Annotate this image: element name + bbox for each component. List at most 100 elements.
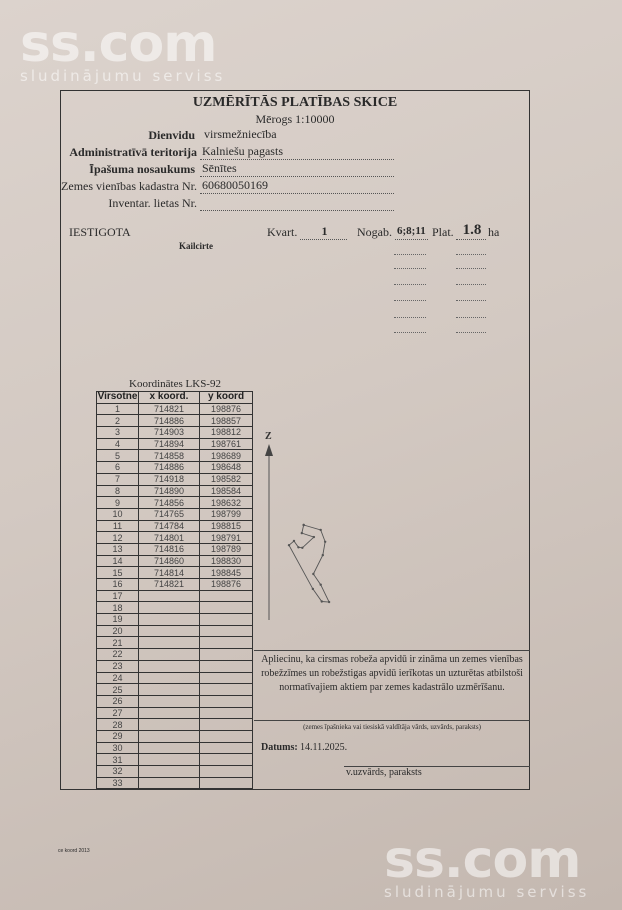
x-cell (138, 729, 200, 743)
y-cell: 198815 (199, 519, 253, 533)
vertex-cell: 1 (96, 402, 139, 416)
dotted-blank (456, 332, 486, 333)
dotted-blank (394, 254, 426, 255)
table-row: 7 714918 198582 (96, 472, 253, 486)
table-row: 12 714801 198791 (96, 531, 253, 544)
vertex-cell: 14 (96, 554, 139, 568)
field-value-property: Sēnītes (200, 162, 394, 177)
table-row: 31 (96, 753, 253, 766)
north-arrow-icon (265, 444, 273, 456)
table-row: 18 (96, 601, 253, 615)
field-value-cadastre: 60680050169 (200, 179, 394, 194)
y-cell (199, 589, 253, 603)
table-row: 1 714821 198876 (96, 402, 253, 416)
field-label-property: Īpašuma nosaukums (89, 162, 195, 176)
vertex-cell: 33 (96, 776, 139, 790)
watermark-brand: ss.com (20, 14, 217, 74)
coordinates-table: Virsotne x koord. y koord 1 714821 198876 2… (96, 391, 253, 790)
x-cell (138, 601, 200, 615)
parcel-vertex (301, 546, 304, 549)
table-row: 10 714765 198799 (96, 507, 253, 521)
y-cell: 198812 (199, 426, 253, 439)
dotted-blank (394, 268, 426, 269)
header-x: x koord. (138, 391, 200, 404)
dotted-blank (456, 317, 486, 318)
x-cell (138, 753, 200, 766)
dotted-blank (394, 284, 426, 285)
parcel-vertex (319, 528, 322, 532)
kvart-label: Kvart. (267, 225, 298, 239)
document-title: UZMĒRĪTĀS PLATĪBAS SKICE (192, 95, 398, 110)
parcel-boundary (288, 524, 330, 603)
y-cell (199, 765, 253, 778)
y-cell: 198584 (199, 484, 253, 498)
parcel-vertex (297, 546, 300, 549)
x-cell: 714903 (138, 426, 200, 439)
y-cell: 198632 (199, 496, 253, 509)
dotted-blank (394, 317, 426, 318)
parcel-vertex (300, 531, 304, 535)
watermark-bottom: ss.com sludinājumu serviss (384, 834, 590, 901)
x-cell (138, 624, 200, 638)
y-cell: 198789 (199, 542, 253, 556)
y-cell (199, 636, 253, 650)
cut-type: Kailcirte (179, 241, 213, 251)
vertex-cell: 10 (96, 507, 139, 521)
dotted-blank (456, 268, 486, 269)
y-cell: 198799 (199, 507, 253, 521)
vertex-cell: 22 (96, 648, 139, 661)
x-cell: 714860 (138, 554, 200, 568)
vertex-cell: 5 (96, 449, 139, 463)
x-cell: 714918 (138, 472, 200, 486)
y-cell: 198876 (199, 402, 253, 416)
table-row: 22 (96, 648, 253, 661)
x-cell (138, 683, 200, 696)
y-cell: 198791 (199, 531, 253, 544)
parcel-vertex (311, 587, 315, 591)
x-cell (138, 765, 200, 778)
y-cell (199, 601, 253, 615)
parcel-vertex (312, 572, 315, 576)
x-cell: 714816 (138, 542, 200, 556)
parcel-vertex (287, 543, 291, 547)
y-cell (199, 648, 253, 661)
parcel-sketch: Z (265, 431, 331, 620)
vertex-cell: 17 (96, 589, 139, 603)
table-row: 9 714856 198632 (96, 496, 253, 509)
table-row: 29 (96, 729, 253, 743)
vertex-cell: 27 (96, 706, 139, 720)
footer-note: ce koord 2013 (58, 848, 90, 854)
parcel-vertex (302, 523, 305, 527)
watermark-tagline: sludinājumu serviss (384, 883, 590, 901)
vertex-cell: 12 (96, 531, 139, 544)
y-cell (199, 671, 253, 685)
dotted-blank (394, 332, 426, 333)
parcel-vertex (312, 535, 316, 539)
vertex-cell: 31 (96, 753, 139, 766)
y-cell: 198845 (199, 566, 253, 579)
table-row: 19 (96, 613, 253, 626)
y-cell: 198689 (199, 449, 253, 463)
table-row: 26 (96, 694, 253, 708)
table-row: 15 714814 198845 (96, 566, 253, 579)
y-cell (199, 741, 253, 755)
vertex-cell: 16 (96, 578, 139, 591)
x-cell: 714886 (138, 461, 200, 474)
status-text: IESTIGOTA (69, 225, 131, 239)
owner-caption: (zemes īpašnieka vai tiesiskā valdītāja … (303, 723, 481, 731)
vertex-cell: 28 (96, 718, 139, 731)
x-cell (138, 636, 200, 650)
table-row: 4 714894 198761 (96, 437, 253, 451)
table-row: 5 714858 198689 (96, 449, 253, 463)
table-row: 24 (96, 671, 253, 685)
y-cell (199, 729, 253, 743)
field-label-territory: Administratīvā teritorija (69, 145, 197, 159)
parcel-vertex (319, 583, 322, 586)
table-row: 27 (96, 706, 253, 720)
parcel-vertex (327, 600, 331, 604)
header-y: y koord (199, 391, 253, 404)
vertex-cell: 11 (96, 519, 139, 533)
y-cell: 198857 (199, 414, 253, 428)
vertex-cell: 6 (96, 461, 139, 474)
table-row: 28 (96, 718, 253, 731)
